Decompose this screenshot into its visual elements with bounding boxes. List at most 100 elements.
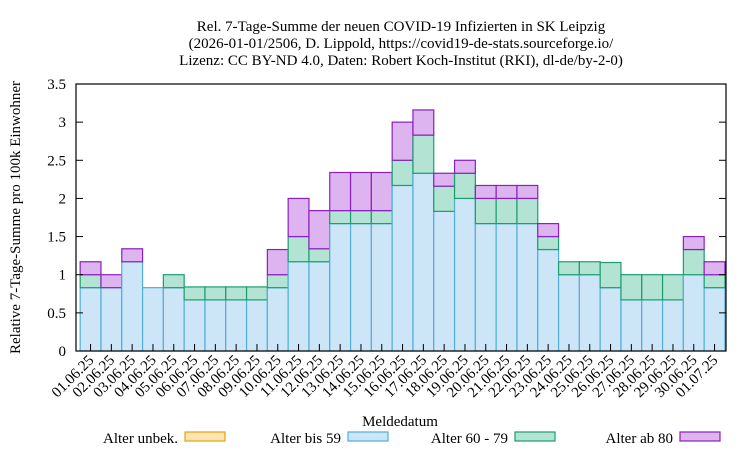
bar-14.06.25-series-1 (349, 223, 372, 352)
bar-26.06.25-series-1 (599, 287, 622, 352)
y-tick-label: 1 (59, 268, 67, 284)
bar-15.06.25-series-1 (370, 223, 393, 352)
bar-30.06.25-series-1 (682, 274, 705, 352)
x-axis-label: Meldedatum (362, 414, 438, 430)
legend-swatch (679, 431, 721, 442)
bar-27.06.25-series-1 (620, 299, 643, 352)
bar-02.06.25-series-3 (100, 274, 123, 289)
bar-01.06.25-series-3 (79, 261, 102, 276)
legend-swatch (184, 431, 226, 442)
bar-01.07.25-series-2 (703, 274, 726, 289)
bar-10.06.25-series-3 (266, 248, 289, 276)
legend-swatch (347, 431, 389, 442)
legend-swatch (514, 431, 556, 442)
bar-13.06.25-series-3 (329, 171, 352, 212)
bar-14.06.25-series-3 (349, 171, 372, 212)
y-axis-label: Relative 7-Tage-Summe pro 100k Einwohner (8, 81, 24, 354)
bar-20.06.25-series-1 (474, 223, 497, 352)
y-tick-label: 3.5 (47, 77, 66, 93)
legend-label: Alter ab 80 (606, 431, 673, 447)
bar-25.06.25-series-2 (578, 261, 601, 276)
bar-02.06.25-series-1 (100, 287, 123, 352)
bar-15.06.25-series-2 (370, 210, 393, 225)
bar-20.06.25-series-2 (474, 197, 497, 225)
legend-label: Alter unbek. (103, 431, 178, 447)
y-tick-label: 1.5 (47, 230, 66, 246)
bar-19.06.25-series-3 (453, 159, 476, 174)
title-line-3: Lizenz: CC BY-ND 4.0, Daten: Robert Koch… (179, 53, 623, 69)
bar-06.06.25-series-2 (183, 286, 206, 301)
bar-21.06.25-series-1 (495, 223, 518, 352)
bar-05.06.25-series-2 (162, 274, 185, 289)
bar-09.06.25-series-2 (245, 286, 268, 301)
bar-01.07.25-series-3 (703, 261, 726, 276)
bar-17.06.25-series-2 (412, 134, 435, 174)
bar-01.06.25-series-1 (79, 287, 102, 352)
bar-22.06.25-series-2 (516, 197, 539, 225)
bar-29.06.25-series-1 (661, 299, 684, 352)
y-tick-label: 0.5 (47, 306, 66, 322)
bar-28.06.25-series-2 (641, 274, 664, 301)
bar-29.06.25-series-2 (661, 274, 684, 301)
legend-label: Alter 60 - 79 (431, 431, 508, 447)
bar-23.06.25-series-3 (537, 223, 560, 238)
bar-16.06.25-series-3 (391, 121, 414, 161)
bar-08.06.25-series-2 (225, 286, 248, 301)
bar-19.06.25-series-1 (453, 197, 476, 352)
bar-09.06.25-series-1 (245, 299, 268, 352)
bar-07.06.25-series-1 (204, 299, 227, 352)
bar-27.06.25-series-2 (620, 274, 643, 301)
bar-23.06.25-series-1 (537, 248, 560, 352)
y-tick-label: 3 (59, 115, 67, 131)
bar-08.06.25-series-1 (225, 299, 248, 352)
title-line-2: (2026-01-01/2506, D. Lippold, https://co… (189, 36, 614, 52)
bar-18.06.25-series-2 (433, 185, 456, 212)
title-line-1: Rel. 7-Tage-Summe der neuen COVID-19 Inf… (197, 19, 606, 35)
bar-30.06.25-series-3 (682, 235, 705, 251)
y-tick-label: 0 (59, 344, 67, 360)
bar-24.06.25-series-2 (557, 261, 580, 276)
bar-18.06.25-series-3 (433, 172, 456, 187)
bar-18.06.25-series-1 (433, 210, 456, 352)
bar-01.06.25-series-2 (79, 274, 102, 289)
bar-14.06.25-series-2 (349, 210, 372, 225)
bar-16.06.25-series-1 (391, 184, 414, 352)
y-tick-label: 2 (59, 191, 67, 207)
bar-11.06.25-series-2 (287, 235, 310, 263)
bar-25.06.25-series-1 (578, 274, 601, 352)
bar-28.06.25-series-1 (641, 299, 664, 352)
bar-30.06.25-series-2 (682, 248, 705, 276)
bar-03.06.25-series-1 (121, 261, 144, 352)
bar-11.06.25-series-1 (287, 261, 310, 352)
bar-15.06.25-series-3 (370, 171, 393, 212)
bar-26.06.25-series-2 (599, 261, 622, 289)
bar-20.06.25-series-3 (474, 184, 497, 200)
bar-10.06.25-series-1 (266, 287, 289, 352)
x-axis: 01.06.2502.06.2503.06.2504.06.2505.06.25… (49, 344, 721, 401)
bar-21.06.25-series-2 (495, 197, 518, 225)
bar-24.06.25-series-1 (557, 274, 580, 352)
bar-17.06.25-series-3 (412, 109, 435, 136)
legend: Alter unbek. Alter bis 59 Alter 60 - 79 Alt… (103, 431, 721, 447)
chart-title: Rel. 7-Tage-Summe der neuen COVID-19 Inf… (179, 19, 623, 69)
bar-13.06.25-series-2 (329, 210, 352, 225)
legend-label: Alter bis 59 (270, 431, 341, 447)
bar-12.06.25-series-3 (308, 210, 331, 250)
bar-12.06.25-series-2 (308, 248, 331, 263)
y-axis: 0 0.5 1 1.5 2 2.5 3 3.5 (47, 77, 726, 360)
bar-23.06.25-series-2 (537, 235, 560, 251)
bar-07.06.25-series-2 (204, 286, 227, 301)
bar-19.06.25-series-2 (453, 172, 476, 200)
plot-frame (75, 83, 727, 352)
bar-13.06.25-series-1 (329, 223, 352, 352)
bar-01.07.25-series-1 (703, 287, 726, 352)
bar-10.06.25-series-2 (266, 274, 289, 289)
bar-03.06.25-series-3 (121, 248, 144, 263)
bar-17.06.25-series-1 (412, 172, 435, 352)
bar-12.06.25-series-1 (308, 261, 331, 352)
bar-22.06.25-series-3 (516, 184, 539, 200)
bar-22.06.25-series-1 (516, 223, 539, 352)
bar-21.06.25-series-3 (495, 184, 518, 200)
bar-16.06.25-series-2 (391, 159, 414, 187)
